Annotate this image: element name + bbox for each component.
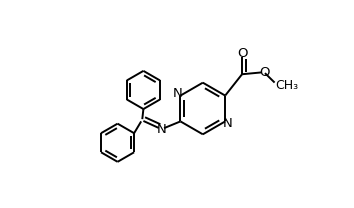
Text: O: O bbox=[237, 47, 247, 60]
Text: N: N bbox=[156, 123, 166, 136]
Text: N: N bbox=[223, 117, 233, 130]
Text: N: N bbox=[173, 87, 182, 100]
Text: CH₃: CH₃ bbox=[276, 79, 299, 92]
Text: O: O bbox=[259, 66, 269, 79]
